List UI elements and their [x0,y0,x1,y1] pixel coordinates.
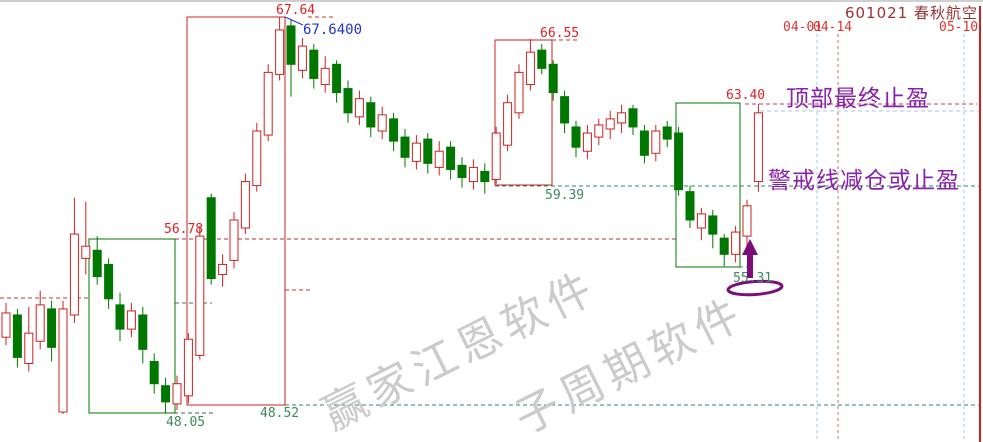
candle-body [92,249,102,278]
candle-body [446,146,456,170]
buy-signal-arrow [742,239,758,278]
candle-body [104,263,114,300]
gann-box [186,16,286,406]
candle-body [183,338,193,397]
candle-body [514,71,524,114]
candle-body [525,51,535,86]
candle-body [252,130,262,187]
candle-body [742,205,752,237]
annotation-warning-line: 警戒线减仓或止盈 [768,168,960,194]
candle-body [674,132,684,191]
candle-body [1,312,11,338]
candle-body [69,233,79,316]
callout-line [284,16,304,26]
candle-body [594,124,604,138]
candle-body [195,235,205,356]
candle-body [719,237,729,255]
candle-body [172,383,182,405]
candle-body [605,118,615,130]
price-callout-label: 67.6400 [303,22,363,38]
candle-body [58,308,68,413]
bottom-circle-marker [726,279,784,297]
candle-body [731,231,741,255]
candle-body [24,332,34,364]
candle-body [480,170,490,183]
candle-body [35,304,45,342]
candle-body [503,102,513,146]
candle-body [582,132,592,152]
candle-body [366,102,376,128]
candle-body [309,49,319,79]
candle-body [377,114,387,132]
candle-body [560,96,570,124]
candle-body [161,385,171,403]
candle-body [320,67,330,86]
candle-body [126,310,136,330]
candle-body [297,45,307,71]
candle-body [240,181,250,229]
candle-body [651,130,661,154]
candle-body [423,138,433,164]
candle-body [47,308,57,348]
candle-body [696,213,706,229]
gann-box [88,238,176,414]
candle-body [275,29,285,75]
annotation-top-take-profit: 顶部最终止盈 [786,86,930,112]
candle-body [548,63,558,94]
candle-body [685,191,695,221]
window-top-border [0,0,983,2]
candle-body [662,126,672,140]
candle-body [12,314,22,358]
candle-body [343,88,353,114]
candle-body [115,304,125,330]
candle-body [389,118,399,142]
candle-body [457,164,467,179]
candle-body [639,130,649,156]
candle-body [354,98,364,118]
stock-title: 601021 春秋航空 [844,4,978,22]
candle-body [206,197,216,280]
candle-body [468,166,478,183]
candle-body [138,314,148,350]
candle-body [332,63,342,94]
gann-box [494,39,553,186]
candle-body [708,215,718,235]
candle-body [617,112,627,124]
candle-body [263,71,273,136]
candle-body [434,150,444,168]
candle-body [218,263,228,276]
candle-body [286,25,296,65]
candle-body [491,132,501,181]
candle-body [400,136,410,158]
candle-body [411,142,421,162]
candle-body [571,126,581,148]
candle-body [81,245,91,259]
candle-body [229,219,239,261]
gann-box [675,102,741,268]
candle-body [537,49,547,69]
candle-body [628,108,638,128]
candle-body [753,112,763,183]
candle-body [149,360,159,385]
